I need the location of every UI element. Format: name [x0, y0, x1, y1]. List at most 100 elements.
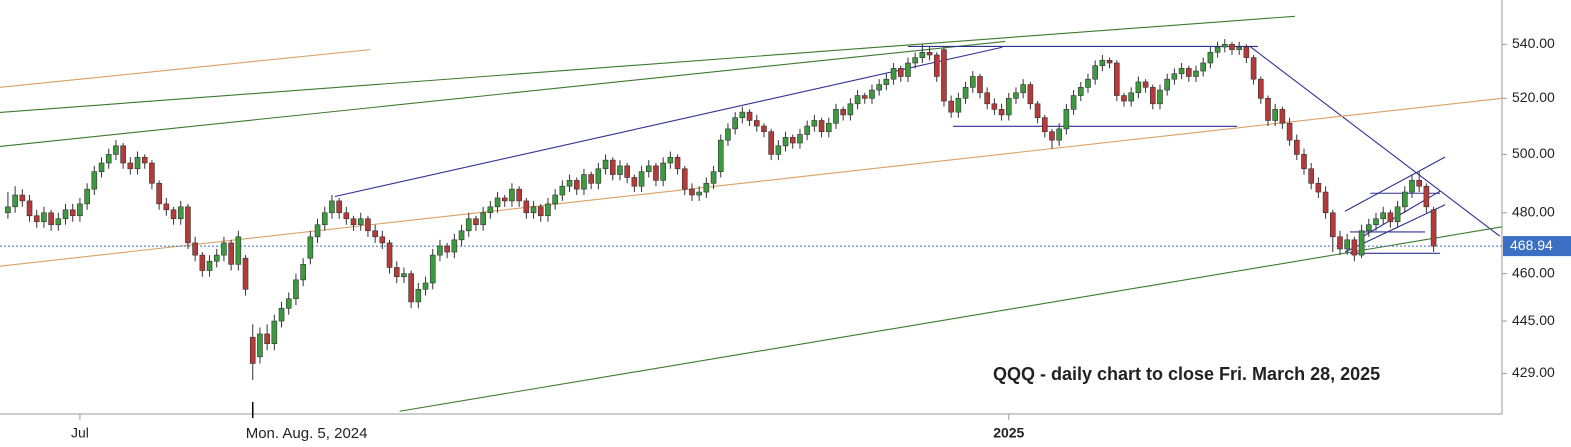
candle-body [314, 224, 321, 238]
candle-body [84, 188, 90, 205]
candle-body [1409, 180, 1415, 193]
y-tick-label: 480.00 [1512, 203, 1555, 219]
candle-body [444, 245, 450, 253]
candle-body [271, 320, 278, 345]
candle-body [379, 236, 386, 244]
candle-body [559, 185, 566, 196]
candle-body [372, 230, 378, 238]
candle-body [1373, 218, 1379, 226]
candle-body [192, 242, 198, 256]
candle-body [833, 109, 839, 124]
candle-body [1142, 81, 1149, 88]
candle-body [710, 171, 717, 184]
candle-body [1099, 60, 1106, 66]
candle-body [221, 242, 227, 256]
candle-body [408, 273, 414, 303]
candle-body [1157, 89, 1163, 105]
candle-body [465, 218, 472, 232]
candle-body [1257, 78, 1264, 99]
candle-body [487, 206, 494, 214]
candle-body [602, 159, 609, 170]
candle-body [149, 162, 155, 184]
candle-body [343, 212, 350, 220]
candle-body [753, 120, 760, 127]
candle-body [861, 95, 868, 99]
candle-body [33, 215, 40, 223]
candle-body [919, 51, 926, 58]
candle-body [588, 174, 594, 184]
candle-body [509, 188, 515, 202]
candle-body [804, 125, 810, 135]
candle-body [1121, 95, 1127, 102]
candle-body [1056, 128, 1062, 141]
trendline [0, 40, 1006, 147]
candle-body [818, 120, 825, 132]
candle-body [1229, 44, 1235, 50]
candle-body [653, 165, 659, 181]
candle-body [257, 333, 263, 358]
candle-body [163, 203, 170, 211]
candle-body [386, 242, 393, 268]
candle-body [998, 109, 1005, 116]
candle-body [480, 212, 486, 226]
y-tick-label: 429.00 [1512, 364, 1555, 380]
candle-body [1013, 92, 1019, 99]
candle-body [415, 288, 422, 303]
candle-body [473, 218, 479, 226]
candle-body [300, 264, 306, 281]
last-price-label: 468.94 [1510, 237, 1553, 253]
candle-body [984, 92, 990, 105]
candle-body [847, 103, 854, 116]
candle-body [1394, 206, 1401, 223]
candle-body [768, 131, 774, 155]
candle-body [1171, 73, 1178, 80]
candle-body [1315, 182, 1322, 193]
candle-body [732, 117, 738, 130]
candle-body [725, 128, 731, 141]
candle-body [5, 206, 11, 214]
candle-body [703, 182, 710, 193]
candle-body [825, 122, 832, 132]
candle-body [91, 171, 98, 190]
candle-body [1221, 44, 1228, 48]
y-tick-label: 500.00 [1512, 145, 1555, 161]
candle-body [869, 89, 875, 99]
candle-body [185, 206, 191, 244]
trendline [0, 49, 371, 88]
candle-body [401, 273, 407, 278]
candle-body [228, 242, 234, 265]
candle-body [1272, 109, 1278, 121]
candle-body [1027, 84, 1034, 105]
candle-body [660, 162, 666, 181]
candle-body [249, 336, 256, 364]
plot [0, 15, 1502, 412]
candle-body [350, 218, 357, 226]
candle-body [581, 174, 587, 190]
candle-body [105, 154, 112, 164]
candle-body [955, 98, 962, 113]
candle-body [969, 76, 976, 88]
candle-body [437, 245, 443, 256]
candle-body [1070, 95, 1077, 110]
candle-body [912, 57, 918, 64]
candle-body [1265, 98, 1271, 121]
y-tick-label: 445.00 [1512, 312, 1555, 328]
candle-body [1243, 46, 1250, 58]
chart-title: QQQ - daily chart to close Fri. March 28… [993, 364, 1380, 384]
candle-body [501, 197, 508, 202]
candle-body [1286, 122, 1293, 141]
candle-body [1401, 191, 1408, 208]
candle-body [206, 260, 213, 271]
candle-body [55, 218, 62, 226]
candle-body [494, 197, 501, 208]
candle-body [890, 68, 897, 80]
candle-body [545, 203, 551, 217]
candle-body [991, 103, 998, 110]
candle-body [689, 188, 695, 196]
candle-body [609, 159, 616, 175]
candle-body [1178, 68, 1185, 75]
trendline [1249, 46, 1501, 237]
candle-body [134, 156, 141, 170]
x-tick-label: 2025 [993, 425, 1024, 441]
